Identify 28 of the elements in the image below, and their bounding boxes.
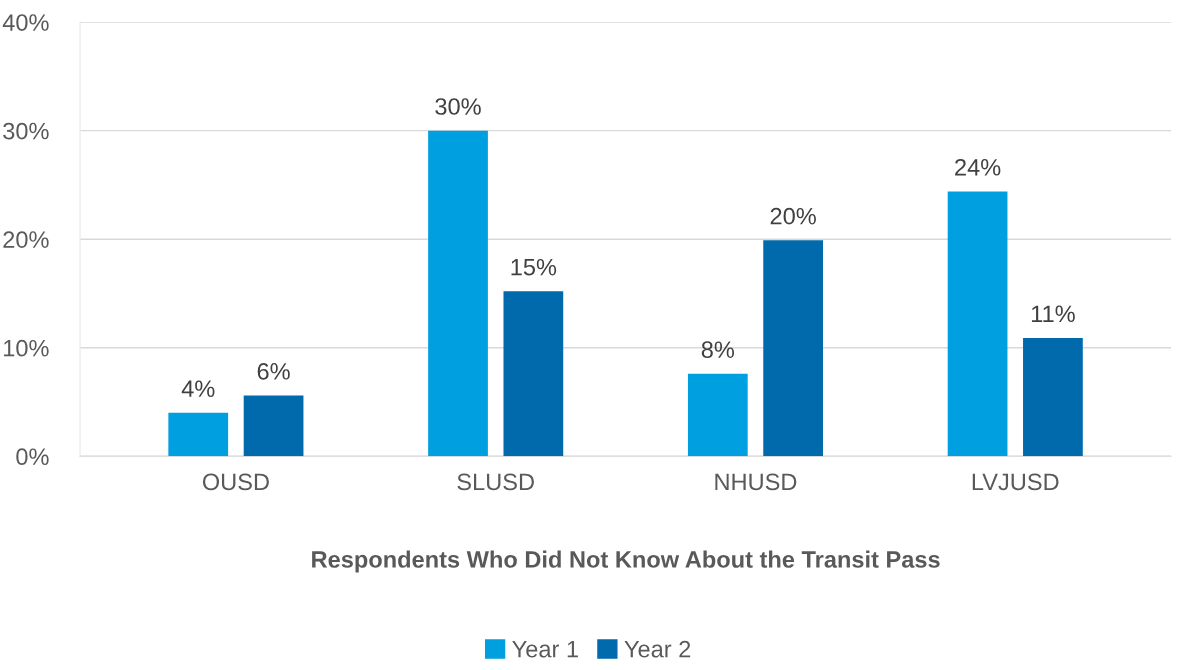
x-tick-label: SLUSD [457, 473, 534, 491]
bar [428, 130, 488, 457]
data-label: 30% [435, 98, 481, 115]
legend-label: Year 1 [512, 641, 578, 658]
x-tick-label: NHUSD [715, 473, 797, 491]
bar [687, 373, 748, 457]
y-tick-label: 0% [16, 448, 49, 466]
data-label: 6% [257, 362, 290, 380]
data-label: 20% [770, 207, 816, 225]
bar [243, 395, 304, 457]
bar [1023, 337, 1083, 457]
data-label: 15% [511, 258, 557, 276]
bar [503, 291, 564, 457]
x-axis-title: Respondents Who Did Not Know About the Transit Pass [312, 550, 940, 573]
x-tick-label: LVJUSD [972, 473, 1059, 491]
x-tick-label: OUSD [202, 473, 269, 491]
y-tick-label: 10% [4, 339, 49, 357]
bar [947, 191, 1008, 457]
bar [168, 412, 229, 457]
data-label: 4% [181, 380, 215, 397]
y-tick-label: 40% [2, 14, 49, 31]
data-label: 11% [1031, 305, 1075, 323]
legend-label: Year 2 [624, 640, 691, 658]
y-tick-label: 30% [3, 122, 49, 140]
data-label: 24% [955, 158, 1001, 176]
bar [763, 240, 824, 457]
y-tick-label: 20% [3, 231, 49, 248]
data-label: 8% [701, 341, 735, 358]
